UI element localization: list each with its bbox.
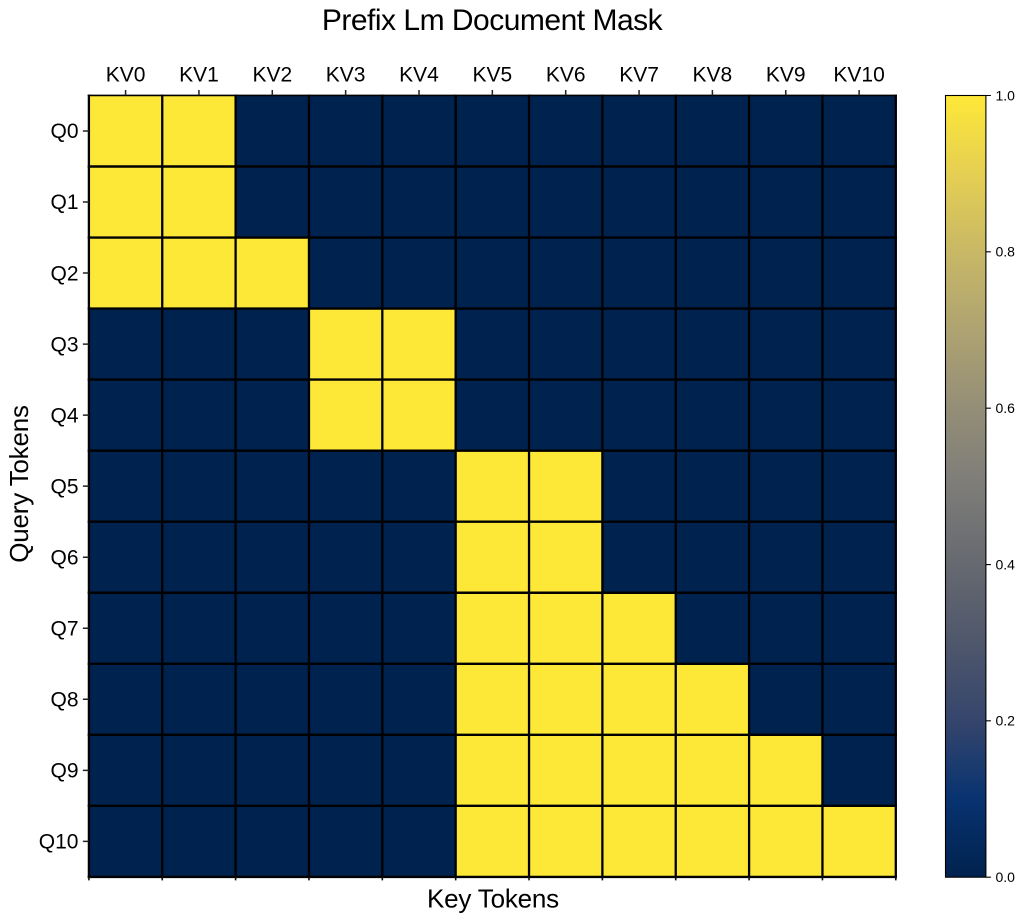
svg-text:KV8: KV8 [693,64,733,87]
svg-text:Prefix Lm Document Mask: Prefix Lm Document Mask [322,4,664,37]
svg-text:Query Tokens: Query Tokens [4,405,34,563]
svg-text:KV10: KV10 [833,64,884,87]
svg-text:KV9: KV9 [766,64,806,87]
svg-text:KV2: KV2 [252,64,292,87]
svg-text:Q8: Q8 [50,689,78,712]
svg-text:KV6: KV6 [546,64,586,87]
svg-text:Q0: Q0 [50,120,78,143]
svg-text:Q9: Q9 [50,760,78,783]
svg-text:KV7: KV7 [619,64,659,87]
svg-text:Q7: Q7 [50,617,78,640]
svg-text:Q4: Q4 [50,404,78,427]
svg-text:KV0: KV0 [106,64,146,87]
svg-text:Q3: Q3 [50,333,78,356]
svg-text:Key Tokens: Key Tokens [427,884,559,914]
svg-text:0.2: 0.2 [996,713,1016,729]
svg-text:Q2: Q2 [50,262,78,285]
svg-text:Q1: Q1 [50,191,78,214]
svg-text:KV3: KV3 [326,64,366,87]
svg-text:0.8: 0.8 [996,244,1016,260]
svg-text:KV1: KV1 [179,64,219,87]
svg-text:KV5: KV5 [472,64,512,87]
svg-text:Q5: Q5 [50,475,78,498]
svg-text:Q6: Q6 [50,546,78,569]
svg-text:KV4: KV4 [399,64,439,87]
svg-text:1.0: 1.0 [996,87,1016,103]
svg-text:0.6: 0.6 [996,400,1016,416]
svg-text:0.4: 0.4 [996,556,1016,572]
svg-text:0.0: 0.0 [996,869,1016,885]
svg-text:Q10: Q10 [39,831,79,854]
